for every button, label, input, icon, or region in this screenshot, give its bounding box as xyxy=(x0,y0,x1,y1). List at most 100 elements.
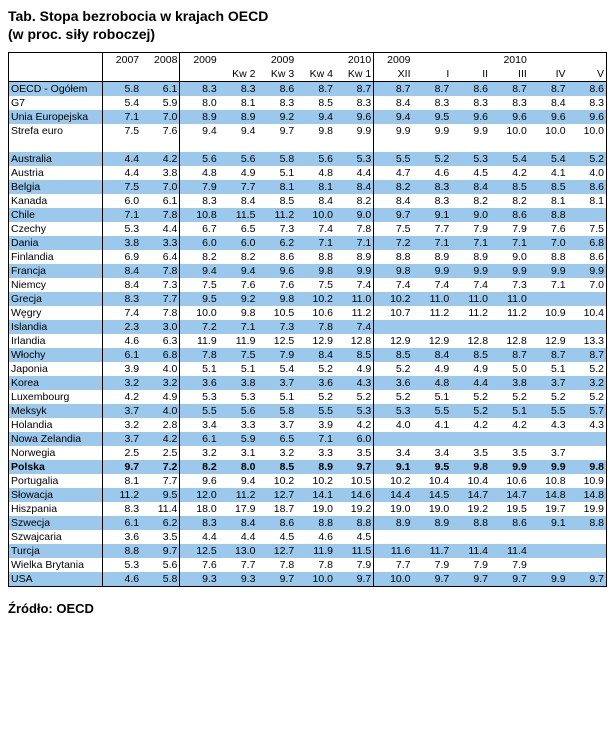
value-cell: 4.4 xyxy=(180,530,219,544)
row-name-cell: Austria xyxy=(9,166,103,180)
value-cell: 7.2 xyxy=(180,320,219,334)
value-cell: 6.1 xyxy=(141,82,180,97)
value-cell: 4.9 xyxy=(413,362,452,376)
value-cell: 4.6 xyxy=(413,166,452,180)
row-name-cell: Dania xyxy=(9,236,103,250)
value-cell: 4.4 xyxy=(102,166,141,180)
value-cell: Kw 2 xyxy=(219,67,258,82)
value-cell: 7.6 xyxy=(529,222,568,236)
value-cell: 3.9 xyxy=(102,362,141,376)
value-cell: 8.9 xyxy=(451,250,490,264)
value-cell: 8.8 xyxy=(374,250,413,264)
value-cell: 11.0 xyxy=(490,292,529,306)
value-cell: 4.6 xyxy=(296,530,335,544)
table-row: Austria4.43.84.84.95.14.84.44.74.64.54.2… xyxy=(9,166,607,180)
value-cell: 7.0 xyxy=(141,110,180,124)
value-cell: 12.5 xyxy=(180,544,219,558)
value-cell: 2009 xyxy=(180,53,219,68)
value-cell: 7.6 xyxy=(141,124,180,138)
table-row: Belgia7.57.07.97.78.18.18.48.28.38.48.58… xyxy=(9,180,607,194)
value-cell: 5.2 xyxy=(451,404,490,418)
value-cell: 5.2 xyxy=(451,390,490,404)
value-cell: 5.2 xyxy=(374,362,413,376)
value-cell: 7.7 xyxy=(219,558,258,572)
value-cell: 3.6 xyxy=(374,376,413,390)
value-cell xyxy=(568,53,607,68)
value-cell: 19.0 xyxy=(296,502,335,516)
value-cell: 4.0 xyxy=(141,362,180,376)
row-name-cell: Islandia xyxy=(9,320,103,334)
value-cell: 14.7 xyxy=(451,488,490,502)
value-cell: 5.4 xyxy=(529,152,568,166)
value-cell: 5.3 xyxy=(102,558,141,572)
value-cell: 3.2 xyxy=(568,376,607,390)
value-cell xyxy=(529,53,568,68)
value-cell xyxy=(141,138,180,152)
row-name-cell: Luxembourg xyxy=(9,390,103,404)
value-cell xyxy=(568,432,607,446)
value-cell: 5.2 xyxy=(490,390,529,404)
value-cell xyxy=(568,208,607,222)
value-cell: 8.3 xyxy=(413,96,452,110)
value-cell: 5.6 xyxy=(296,152,335,166)
value-cell: 5.6 xyxy=(219,404,258,418)
value-cell: 4.4 xyxy=(141,222,180,236)
value-cell: 3.6 xyxy=(102,530,141,544)
row-name-cell: USA xyxy=(9,572,103,587)
value-cell: 7.0 xyxy=(568,278,607,292)
table-row: Szwajcaria3.63.54.44.44.54.64.5 xyxy=(9,530,607,544)
value-cell: 11.9 xyxy=(296,544,335,558)
value-cell: 9.9 xyxy=(529,264,568,278)
value-cell: 9.9 xyxy=(490,264,529,278)
value-cell: 10.0 xyxy=(180,306,219,320)
value-cell: 4.9 xyxy=(451,362,490,376)
value-cell: 7.5 xyxy=(102,124,141,138)
value-cell: 3.0 xyxy=(141,320,180,334)
value-cell: 3.1 xyxy=(219,446,258,460)
value-cell: Kw 3 xyxy=(257,67,296,82)
value-cell: 6.0 xyxy=(335,432,374,446)
value-cell: 14.8 xyxy=(568,488,607,502)
value-cell: 3.3 xyxy=(296,446,335,460)
value-cell: 3.7 xyxy=(257,418,296,432)
table-row: USA4.65.89.39.39.710.09.710.09.79.79.79.… xyxy=(9,572,607,587)
value-cell: 4.2 xyxy=(102,390,141,404)
value-cell: 2.3 xyxy=(102,320,141,334)
value-cell: 8.1 xyxy=(219,96,258,110)
value-cell: 3.7 xyxy=(257,376,296,390)
table-row: Australia4.44.25.65.65.85.65.35.55.25.35… xyxy=(9,152,607,166)
value-cell: 10.4 xyxy=(451,474,490,488)
value-cell: 10.6 xyxy=(490,474,529,488)
value-cell: 2009 xyxy=(257,53,296,68)
value-cell: 11.2 xyxy=(102,488,141,502)
value-cell: 9.8 xyxy=(568,460,607,474)
value-cell: 9.7 xyxy=(141,544,180,558)
value-cell: 5.2 xyxy=(568,390,607,404)
value-cell: 9.0 xyxy=(335,208,374,222)
value-cell: 5.8 xyxy=(257,152,296,166)
value-cell: 3.7 xyxy=(102,404,141,418)
value-cell: 8.7 xyxy=(335,82,374,97)
table-row: Korea3.23.23.63.83.73.64.33.64.84.43.83.… xyxy=(9,376,607,390)
value-cell xyxy=(141,67,180,82)
value-cell: 7.2 xyxy=(374,236,413,250)
value-cell: 7.1 xyxy=(296,432,335,446)
value-cell: 7.1 xyxy=(451,236,490,250)
table-row: Włochy6.16.87.87.57.98.48.58.58.48.58.78… xyxy=(9,348,607,362)
value-cell: 8.9 xyxy=(180,110,219,124)
value-cell: 9.4 xyxy=(180,264,219,278)
value-cell: 5.1 xyxy=(257,390,296,404)
value-cell: 6.0 xyxy=(219,236,258,250)
value-cell: 3.3 xyxy=(219,418,258,432)
value-cell: 13.3 xyxy=(568,334,607,348)
value-cell: 8.6 xyxy=(257,250,296,264)
value-cell xyxy=(296,138,335,152)
value-cell: 4.2 xyxy=(335,418,374,432)
value-cell xyxy=(219,53,258,68)
row-name-cell: Włochy xyxy=(9,348,103,362)
value-cell: 9.2 xyxy=(219,292,258,306)
value-cell: 7.0 xyxy=(141,180,180,194)
value-cell xyxy=(374,320,413,334)
value-cell: 3.2 xyxy=(257,446,296,460)
value-cell: 7.1 xyxy=(490,236,529,250)
